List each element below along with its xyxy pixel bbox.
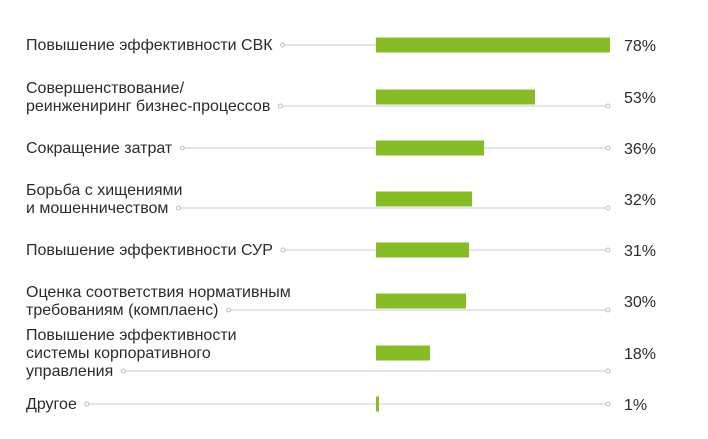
leader-end-dot (605, 205, 611, 211)
bar (376, 345, 430, 361)
category-label: реинжениринг бизнес-процессов (26, 98, 270, 115)
leader-start-dot (175, 205, 181, 211)
bar-row: Повышение эффективности СВК 78% (26, 37, 656, 55)
leader-end-dot (605, 247, 611, 253)
bar (376, 37, 610, 53)
leader-start-dot (84, 401, 90, 407)
leader-start-dot (280, 42, 286, 48)
category-label: Повышение эффективности СУР (26, 242, 273, 259)
category-label: Повышение эффективности СВК (26, 37, 273, 54)
category-label: Совершенствование/ (26, 80, 185, 97)
bar (376, 293, 466, 309)
category-label: Оценка соответствия нормативным (26, 284, 291, 301)
leader-start-dot (280, 247, 286, 253)
leader-start-dot (225, 307, 231, 313)
category-label: и мошенничеством (26, 200, 168, 217)
leader-end-dot (605, 145, 611, 151)
category-label: Борьба с хищениями (26, 182, 182, 199)
value-label: 1% (624, 397, 647, 414)
bar (376, 140, 484, 156)
value-label: 32% (624, 192, 656, 209)
bar-row: Повышение эффективности СУР 31% (26, 242, 656, 260)
category-label: системы корпоративного (26, 345, 211, 362)
bar-row: Оценка соответствия нормативнымтребовани… (26, 284, 656, 319)
category-label: требованиям (комплаенс) (26, 302, 218, 319)
leader-end-dot (605, 103, 611, 109)
leader-end-dot (605, 368, 611, 374)
leader-end-dot (605, 401, 611, 407)
bar (376, 396, 379, 412)
category-label: Другое (26, 396, 77, 413)
category-label: управления (26, 363, 113, 380)
bar (376, 242, 469, 258)
value-label: 78% (624, 38, 656, 55)
bar (376, 191, 472, 207)
category-label: Сокращение затрат (26, 140, 173, 157)
leader-end-dot (605, 307, 611, 313)
leader-start-dot (120, 368, 126, 374)
value-label: 31% (624, 243, 656, 260)
bar-row: Совершенствование/реинжениринг бизнес-пр… (26, 80, 656, 115)
value-label: 30% (624, 294, 656, 311)
leader-start-dot (179, 145, 185, 151)
category-label: Повышение эффективности (26, 327, 237, 344)
leader-start-dot (277, 103, 283, 109)
bar-row: Другое 1% (26, 396, 647, 414)
bar-row: Сокращение затрат 36% (26, 140, 656, 158)
value-label: 36% (624, 141, 656, 158)
value-label: 18% (624, 346, 656, 363)
bar (376, 89, 535, 105)
value-label: 53% (624, 90, 656, 107)
